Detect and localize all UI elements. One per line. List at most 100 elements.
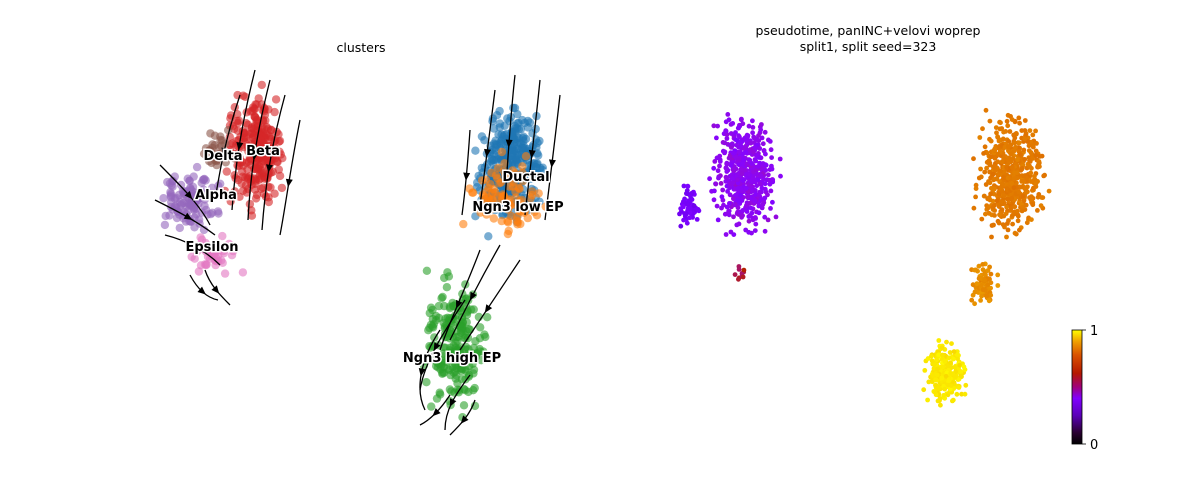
pseudotime-point (750, 217, 756, 223)
pseudotime-point (936, 338, 942, 343)
pseudotime-point (981, 151, 986, 156)
pseudotime-point (719, 194, 725, 200)
pseudotime-title-line-1: pseudotime, panINC+velovi woprep (756, 23, 981, 38)
pseudotime-point (687, 210, 693, 216)
pseudotime-point (714, 155, 720, 161)
pseudotime-point (1021, 147, 1027, 153)
cell-point-ngn3-high-ep (435, 388, 444, 397)
pseudotime-point (753, 158, 759, 164)
cluster-label-epsilon: Epsilon (185, 240, 238, 255)
pseudotime-point (741, 157, 747, 163)
cell-point-ngn3-low-ep (503, 196, 513, 205)
pseudotime-point (1006, 144, 1011, 149)
pseudotime-point (773, 214, 779, 220)
cell-point-alpha (159, 194, 168, 203)
pseudotime-point (929, 358, 935, 364)
pseudotime-point (1010, 156, 1016, 161)
cell-point-ngn3-high-ep (480, 330, 489, 339)
pseudotime-point (992, 155, 998, 161)
colorbar-label-min: 0 (1090, 438, 1098, 453)
cell-point-epsilon (190, 254, 199, 263)
cell-point-delta (215, 149, 224, 158)
cell-point-delta (216, 132, 225, 141)
pseudotime-point (979, 216, 985, 222)
pseudotime-point (939, 345, 945, 351)
pseudotime-point (1035, 179, 1040, 184)
cell-point-beta (266, 183, 275, 192)
pseudotime-point (735, 186, 741, 192)
streamline-arrow (484, 148, 491, 158)
pseudotime-point (950, 371, 955, 376)
pseudotime-point (740, 121, 746, 127)
pseudotime-point (689, 190, 695, 196)
pseudotime-point (736, 133, 741, 139)
pseudotime-point (713, 181, 719, 187)
pseudotime-point (973, 194, 978, 200)
cell-point-ngn3-high-ep (441, 343, 450, 352)
pseudotime-point (730, 121, 736, 126)
pseudotime-point (711, 165, 717, 171)
pseudotime-point (762, 228, 768, 234)
cell-point-beta (270, 189, 279, 198)
pseudotime-point (731, 232, 737, 238)
pseudotime-point (1017, 152, 1023, 157)
cell-point-ngn3-high-ep (447, 387, 456, 396)
pseudotime-point (759, 135, 765, 141)
cell-point-beta (247, 211, 257, 220)
cell-point-ductal (510, 134, 519, 144)
pseudotime-point (998, 168, 1004, 174)
cell-point-beta (241, 92, 250, 102)
pseudotime-point (1033, 128, 1038, 134)
pseudotime-point (739, 116, 744, 122)
pseudotime-point (743, 227, 749, 233)
pseudotime-point (1027, 163, 1032, 169)
pseudotime-point (688, 195, 694, 201)
cell-point-beta (260, 107, 269, 116)
cell-point-epsilon (214, 256, 223, 265)
pseudotime-point (957, 362, 962, 368)
streamline-arrow (192, 242, 201, 250)
cell-point-ngn3-low-ep (503, 229, 513, 239)
cell-point-ngn3-high-ep (437, 358, 446, 367)
pseudotime-point (724, 204, 730, 210)
pseudotime-point (678, 223, 684, 229)
pseudotime-point (987, 169, 992, 175)
cell-point-ngn3-high-ep (468, 349, 477, 358)
cell-point-beta (277, 183, 287, 193)
streamline-arrow (463, 172, 471, 181)
pseudotime-point (726, 117, 732, 123)
pseudotime-point (994, 130, 999, 136)
pseudotime-point (1011, 148, 1017, 154)
pseudotime-point (1028, 170, 1034, 176)
pseudotime-point (935, 398, 941, 404)
pseudotime-point (748, 179, 754, 184)
cell-point-beta (228, 139, 237, 148)
cell-point-alpha (185, 199, 194, 208)
pseudotime-point (1011, 209, 1017, 215)
pseudotime-point (762, 181, 768, 187)
pseudotime-point (727, 201, 732, 206)
cell-point-ductal (534, 151, 543, 160)
pseudotime-point (976, 175, 982, 181)
cell-point-ngn3-low-ep (508, 166, 517, 175)
cluster-label-ductal: Ductal (502, 170, 549, 185)
pseudotime-point (760, 141, 766, 147)
streamline-arrow (211, 285, 220, 294)
cell-point-delta (205, 157, 214, 166)
pseudotime-point (766, 137, 771, 143)
cell-point-ductal (521, 134, 531, 144)
pseudotime-point (986, 159, 992, 165)
pseudotime-point (730, 150, 736, 156)
cell-point-ngn3-high-ep (440, 273, 449, 283)
cell-point-epsilon (202, 260, 211, 270)
cell-point-ductal (488, 114, 498, 123)
pseudotime-point (778, 173, 783, 179)
streamline-arrow (484, 304, 493, 313)
pseudotime-point (763, 162, 769, 168)
pseudotime-point (942, 386, 948, 392)
pseudotime-point (736, 267, 742, 272)
cell-point-alpha (214, 209, 223, 218)
streamline-arrow (505, 139, 513, 148)
cell-point-beta (248, 107, 257, 116)
pseudotime-point (1019, 208, 1025, 214)
